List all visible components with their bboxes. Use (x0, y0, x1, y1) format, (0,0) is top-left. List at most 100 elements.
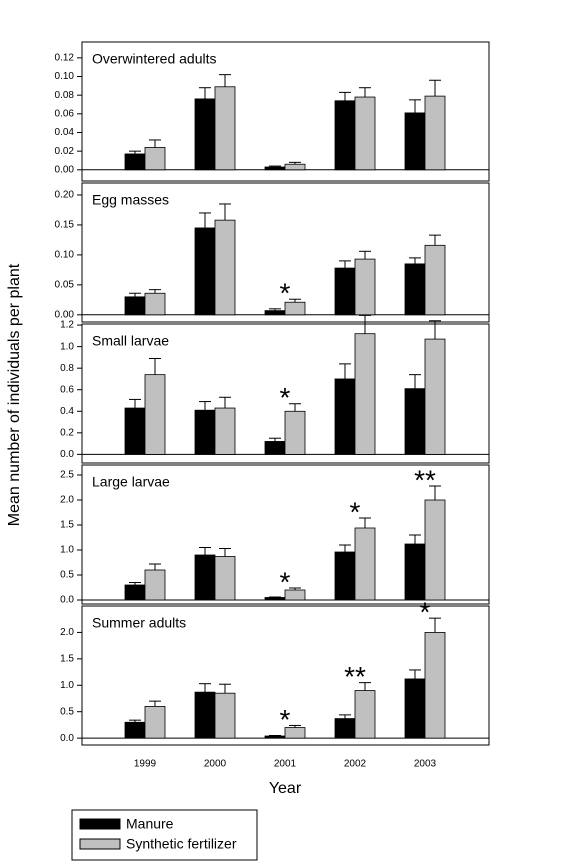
bar (144, 569, 166, 601)
bar (404, 388, 426, 455)
bar (144, 374, 166, 455)
y-tick-label: 0.5 (60, 570, 74, 581)
significance-mark: * (420, 597, 431, 628)
x-tick-label: 2000 (204, 759, 227, 770)
bar (404, 263, 426, 316)
y-axis-label: Mean number of individuals per plant (6, 263, 23, 526)
bar (354, 258, 376, 316)
bar (284, 727, 306, 739)
bar (214, 86, 236, 171)
bar (334, 378, 356, 455)
bar (264, 597, 286, 601)
bar (194, 409, 216, 455)
bar (264, 310, 286, 316)
bar (424, 338, 446, 455)
bar (144, 706, 166, 739)
y-tick-label: 0.10 (55, 71, 75, 82)
panel-title: Egg masses (92, 192, 169, 208)
y-tick-label: 0.00 (55, 309, 75, 320)
legend-swatch (79, 838, 121, 850)
y-tick-label: 1.5 (60, 653, 74, 664)
x-axis-label: Year (269, 780, 302, 797)
bar (194, 691, 216, 739)
y-tick-label: 0.6 (60, 384, 74, 395)
x-tick-label: 1999 (134, 759, 157, 770)
y-tick-label: 0.0 (60, 595, 74, 606)
bar (424, 244, 446, 316)
y-tick-label: 0.00 (55, 164, 75, 175)
y-tick-label: 0.0 (60, 733, 74, 744)
panel-title: Summer adults (92, 615, 186, 631)
bar (214, 692, 236, 739)
y-tick-label: 2.5 (60, 470, 74, 481)
bar (424, 499, 446, 601)
y-tick-label: 0.20 (55, 190, 75, 201)
x-tick-label: 2002 (344, 759, 367, 770)
legend-label: Manure (126, 816, 174, 832)
y-tick-label: 0.05 (55, 279, 75, 290)
panel-frame (81, 605, 490, 746)
significance-mark: * (280, 278, 291, 309)
bar (264, 441, 286, 455)
bar (284, 589, 306, 601)
significance-mark: * (280, 704, 291, 735)
panel-title: Overwintered adults (92, 51, 217, 67)
significance-mark: ** (344, 661, 366, 692)
bar (264, 735, 286, 739)
panel-frame (81, 464, 490, 605)
bar (404, 543, 426, 601)
bar (194, 554, 216, 601)
bar (214, 219, 236, 316)
bar (404, 112, 426, 171)
panel-frame (81, 323, 490, 464)
bar (354, 690, 376, 739)
legend-label: Synthetic fertilizer (126, 836, 237, 852)
y-tick-label: 0.0 (60, 449, 74, 460)
bar (284, 163, 306, 171)
y-tick-label: 1.5 (60, 520, 74, 531)
bar (284, 410, 306, 455)
panel-frame (81, 182, 490, 323)
significance-mark: ** (414, 464, 436, 495)
bar (334, 551, 356, 601)
bar (214, 407, 236, 455)
y-tick-label: 1.2 (60, 320, 74, 331)
bar (334, 718, 356, 739)
bar (354, 527, 376, 601)
bar (404, 678, 426, 739)
bar (144, 292, 166, 316)
y-tick-label: 0.2 (60, 427, 74, 438)
bar (124, 296, 146, 316)
x-tick-label: 2001 (274, 759, 297, 770)
y-tick-label: 0.04 (55, 127, 75, 138)
bar (354, 333, 376, 455)
bar (334, 267, 356, 316)
bar (124, 153, 146, 171)
y-tick-label: 0.12 (55, 52, 75, 63)
y-tick-label: 1.0 (60, 680, 74, 691)
panel-title: Large larvae (92, 474, 170, 490)
bar (124, 407, 146, 455)
y-tick-label: 2.0 (60, 495, 74, 506)
bar (424, 632, 446, 739)
y-tick-label: 0.08 (55, 90, 75, 101)
bar (424, 95, 446, 171)
bar (214, 556, 236, 601)
x-tick-label: 2003 (414, 759, 437, 770)
panel-title: Small larvae (92, 333, 169, 349)
y-tick-label: 2.0 (60, 627, 74, 638)
bar (124, 721, 146, 739)
legend-swatch (79, 818, 121, 830)
bar (144, 147, 166, 171)
panel-frame (81, 41, 490, 182)
y-tick-label: 0.5 (60, 706, 74, 717)
bar (194, 227, 216, 316)
bar (354, 96, 376, 171)
y-tick-label: 0.8 (60, 363, 74, 374)
bar (194, 98, 216, 171)
legend-box (71, 809, 258, 861)
y-tick-label: 1.0 (60, 341, 74, 352)
significance-mark: * (280, 566, 291, 597)
y-tick-label: 1.0 (60, 545, 74, 556)
